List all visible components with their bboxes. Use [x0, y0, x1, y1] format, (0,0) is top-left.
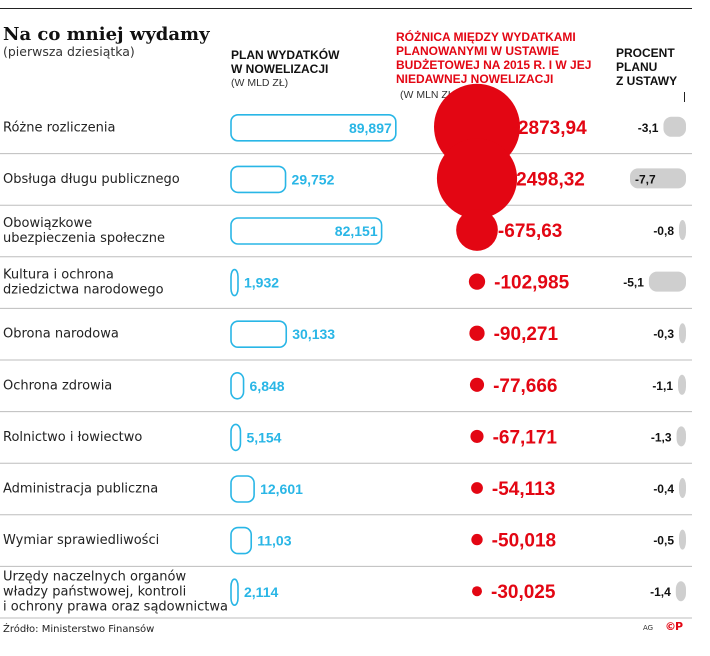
diff-circle — [469, 377, 485, 392]
diff-circle — [468, 273, 486, 290]
plan-value-label: 82,151 — [335, 223, 378, 239]
diff-value-label: -2873,94 — [512, 118, 587, 139]
plan-value-label: 89,897 — [349, 120, 392, 136]
plan-value-label: 12,601 — [260, 481, 303, 497]
chart-subtitle: (pierwsza dziesiątka) — [3, 44, 135, 59]
diff-value-label: -675,63 — [498, 221, 562, 242]
pct-bar — [679, 529, 686, 550]
pct-bar — [679, 323, 686, 344]
top-rule — [0, 8, 692, 9]
plan-value-label: 5,154 — [246, 429, 281, 445]
category-label: Wymiar sprawiedliwości — [3, 533, 159, 548]
diff-header-line: PLANOWANYMI W USTAWIE — [396, 44, 560, 58]
category-label: Urzędy naczelnych organów — [3, 570, 186, 585]
pct-header-tick — [684, 92, 685, 102]
diff-circle — [470, 429, 484, 443]
source-note: Źródło: Ministerstwo Finansów — [3, 624, 155, 635]
plan-bar — [230, 526, 253, 555]
pct-header-line: Z USTAWY — [616, 74, 678, 88]
publisher-logo: ©P — [665, 620, 683, 633]
category-label: Obrona narodowa — [3, 327, 119, 342]
category-label: Kultura i ochrona — [3, 268, 114, 283]
plan-bar — [230, 578, 239, 607]
plan-value-label: 1,932 — [244, 275, 279, 291]
diff-circle — [436, 138, 518, 219]
category-label: ubezpieczenia społeczne — [3, 231, 165, 246]
diff-value-label: -54,113 — [492, 479, 555, 500]
plan-bar — [230, 475, 255, 503]
diff-header-line: BUDŻETOWEJ NA 2015 R. I W JEJ — [396, 58, 592, 72]
plan-unit: (W MLD ZŁ) — [231, 77, 289, 89]
pct-value-label: -0,5 — [653, 534, 674, 548]
pct-header-line: PLANU — [616, 60, 658, 74]
diff-circle — [471, 533, 483, 546]
plan-header: PLAN WYDATKÓW W NOWELIZACJI — [231, 48, 339, 76]
diff-header: RÓŻNICA MIĘDZY WYDATKAMI PLANOWANYMI W U… — [396, 30, 591, 86]
plan-bar — [230, 114, 397, 142]
pct-value-label: -7,7 — [635, 172, 656, 186]
pct-bar — [678, 374, 686, 395]
category-label: i ochrony prawa oraz sądownictwa — [3, 600, 228, 615]
diff-value-label: -77,666 — [493, 376, 557, 397]
plan-bar — [230, 423, 242, 452]
pct-header: PROCENT PLANU Z USTAWY — [616, 46, 677, 88]
diff-unit: (W MLN ZŁ) — [400, 89, 458, 101]
plan-value-label: 6,848 — [250, 378, 285, 394]
pct-value-label: -1,3 — [651, 430, 672, 444]
category-label: Obsługa długu publicznego — [3, 172, 180, 187]
pct-value-label: -0,8 — [653, 224, 674, 238]
chart-title: Na co mniej wydamy — [3, 24, 210, 45]
plan-bar — [230, 371, 245, 400]
pct-bar — [663, 116, 686, 137]
diff-value-label: -102,985 — [494, 273, 569, 294]
category-label: Administracja publiczna — [3, 482, 158, 497]
plan-value-label: 29,752 — [292, 171, 335, 187]
diff-circle — [471, 482, 483, 494]
diff-value-label: -90,271 — [494, 324, 559, 345]
diff-header-line: RÓŻNICA MIĘDZY WYDATKAMI — [396, 30, 576, 44]
diff-value-label: -30,025 — [491, 582, 556, 603]
category-label: Różne rozliczenia — [3, 120, 115, 135]
pct-bar — [676, 426, 686, 447]
plan-value-label: 2,114 — [244, 584, 278, 600]
pct-value-label: -1,4 — [650, 585, 671, 599]
pct-bar — [679, 478, 686, 498]
pct-bar — [675, 581, 686, 602]
diff-circle — [472, 586, 482, 597]
pct-bar — [679, 220, 686, 240]
category-label: władzy państwowej, kontroli — [3, 585, 186, 600]
pct-value-label: -0,3 — [653, 327, 674, 341]
plan-bar — [230, 268, 239, 297]
diff-header-line: NIEDAWNEJ NOWELIZACJI — [396, 72, 554, 86]
pct-value-label: -0,4 — [653, 482, 674, 496]
diff-circle — [456, 209, 498, 251]
diff-value-label: -2498,32 — [510, 169, 585, 190]
category-label: Ochrona zdrowia — [3, 378, 112, 393]
pct-bar — [648, 271, 686, 292]
plan-bar — [230, 320, 288, 349]
plan-value-label: 11,03 — [257, 533, 291, 549]
category-label: Rolnictwo i łowiectwo — [3, 430, 142, 445]
author-credit: AG — [643, 624, 654, 632]
category-label: Obowiązkowe — [3, 216, 92, 231]
plan-bar — [230, 165, 287, 194]
plan-header-line: W NOWELIZACJI — [231, 62, 329, 76]
diff-value-label: -67,171 — [493, 427, 558, 448]
pct-value-label: -3,1 — [638, 121, 659, 135]
plan-bar — [230, 217, 383, 245]
category-label: dziedzictwa narodowego — [3, 283, 164, 298]
pct-value-label: -1,1 — [652, 379, 673, 393]
plan-value-label: 30,133 — [292, 326, 335, 342]
pct-value-label: -5,1 — [623, 276, 644, 290]
diff-value-label: -50,018 — [492, 531, 556, 552]
diff-circle — [469, 325, 485, 341]
pct-bar — [630, 168, 686, 189]
plan-header-line: PLAN WYDATKÓW — [231, 48, 340, 62]
pct-header-line: PROCENT — [616, 46, 675, 60]
